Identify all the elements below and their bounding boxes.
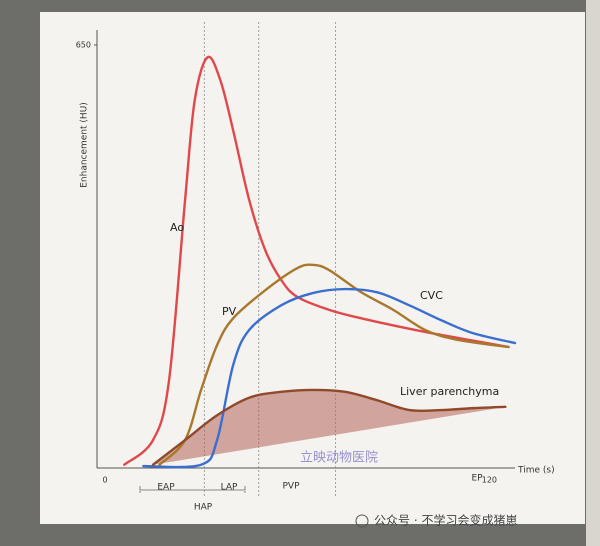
liver-shade [153,389,506,465]
phase-label: LAP [221,483,238,493]
x-axis-label: Time (s) [517,466,555,476]
phase-bracket [139,486,246,491]
y-axis-label: Enhancement (HU) [80,102,90,188]
series-label: CVC [420,289,443,302]
phase-label: HAP [194,503,213,513]
wechat-icon [355,514,369,528]
x-tick-label: 120 [482,476,497,485]
series-line [142,287,517,469]
y-tick-label: 650 [76,40,91,49]
book-page [40,12,585,524]
phase-label: PVP [282,482,300,492]
series-line [158,263,510,466]
series-label: Ao [170,221,184,234]
series-line [151,388,507,466]
watermark: 公众号 · 不学习会变成猪崽 [374,513,517,528]
x-tick-label: 0 [102,476,107,485]
next-page-edge [586,0,600,546]
phase-label: EAP [157,483,175,493]
phase-bracket [139,491,246,493]
series-line [123,55,510,466]
series-label: Liver parenchyma [400,385,499,398]
phase-label: EP [471,474,483,484]
series-label: PV [222,305,237,318]
watermark: 立映动物医院 [300,451,378,466]
